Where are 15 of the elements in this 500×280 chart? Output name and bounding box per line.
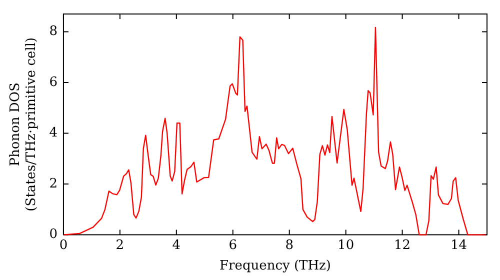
y-tick-label: 0	[49, 227, 58, 242]
y-tick-label: 6	[49, 74, 58, 90]
x-tick-label: 4	[172, 238, 181, 253]
x-tick-label: 8	[285, 238, 294, 253]
x-tick-label: 2	[116, 238, 124, 253]
x-tick-label: 6	[228, 238, 238, 253]
y-tick-label: 4	[49, 126, 58, 141]
y-tick-label: 8	[49, 24, 58, 40]
y-axis-title: Phonon DOS (States/THz·primitive cell)	[8, 37, 39, 212]
x-tick-label: 12	[394, 238, 411, 253]
x-tick-label: 0	[59, 238, 68, 253]
y-tick-label: 2	[49, 176, 58, 192]
x-tick-label: 10	[338, 238, 354, 253]
x-axis-title: Frequency (THz)	[220, 258, 331, 274]
x-tick-label: 14	[450, 238, 468, 253]
